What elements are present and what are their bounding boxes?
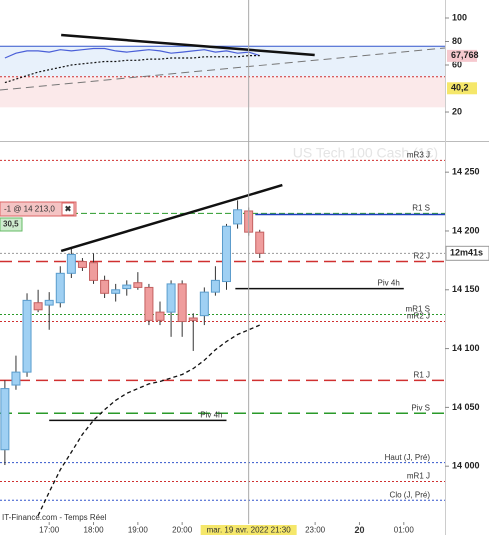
crosshair-label: mar. 19 avr. 2022 21:30 (207, 526, 292, 535)
candle-body (33, 302, 43, 311)
osc-line (4, 47, 260, 59)
y-tick-label: 14 000 (452, 461, 480, 471)
candle-body (89, 262, 99, 281)
y-tick-label: 14 150 (452, 284, 480, 294)
x-tick-label: 01:00 (394, 526, 415, 535)
y-tick-label: 14 250 (452, 167, 480, 177)
candle-body (133, 282, 143, 288)
candle-body (77, 261, 87, 268)
y-tick-label: 60 (452, 59, 462, 69)
source: IT-Finance.com - Temps Réel (2, 513, 107, 522)
trendline (60, 183, 283, 253)
value-marker-label: 40,2 (451, 83, 469, 93)
candle-body (188, 317, 198, 321)
level-label: mR1 S (406, 305, 430, 314)
level-label: Haut (J, Pré) (385, 453, 431, 462)
candle-body (221, 225, 231, 283)
level-label: mR1 J (407, 472, 430, 481)
x-tick-label: 20 (354, 525, 364, 535)
x-tick-label: 17:00 (39, 526, 60, 535)
level-label: Piv 4h (378, 279, 400, 288)
y-tick-label: 80 (452, 36, 462, 46)
level-label: Clo (J, Pré) (390, 490, 431, 499)
level-label: mR2 J (407, 312, 430, 321)
candle-body (166, 283, 176, 313)
order-close[interactable] (61, 202, 75, 216)
x-tick-label: 20:00 (172, 526, 193, 535)
order-label: -1 @ 14 213,0 (4, 205, 55, 214)
candle-body (100, 279, 110, 294)
x-tick-label: 19:00 (128, 526, 149, 535)
order-close-icon: ✖ (65, 205, 72, 214)
value-marker (447, 49, 477, 62)
y-tick-label: 14 100 (452, 343, 480, 353)
moving-average (37, 324, 260, 516)
level-label: R2 J (414, 252, 430, 261)
crosshair-box (200, 525, 297, 535)
level-label: Piv 4h (200, 410, 222, 419)
pnl-box (0, 217, 23, 232)
trendline (0, 47, 446, 91)
order-box (0, 201, 77, 217)
x-tick-label: 18:00 (84, 526, 105, 535)
candle-body (22, 299, 32, 373)
level-label: R1 J (414, 370, 430, 379)
level-label: Piv S (411, 403, 430, 412)
candle-body (177, 283, 187, 323)
last-price-box (445, 245, 489, 261)
y-tick-label: 20 (452, 106, 462, 116)
candle-body (44, 299, 54, 306)
candle-body (144, 286, 154, 321)
pnl-label: 30,5 (3, 220, 19, 229)
candle-body (122, 284, 132, 290)
last-price-label: 12m41s (450, 248, 483, 258)
candle-body (0, 388, 10, 451)
watermark: US Tech 100 Cash (1€) (293, 145, 438, 161)
value-marker-label: 67,768 (451, 50, 479, 60)
band (0, 76, 445, 108)
candle-body (66, 253, 76, 274)
candle-body (199, 291, 209, 317)
y-tick-label: 14 200 (452, 225, 480, 235)
y-tick-label: 100 (452, 12, 467, 22)
x-tick-label: 23:00 (305, 526, 326, 535)
y-tick-label: 14 050 (452, 402, 480, 412)
candle-body (11, 371, 21, 386)
candle-body (155, 311, 165, 321)
candle-body (111, 289, 121, 294)
candle-body (233, 209, 243, 225)
trendline (61, 33, 315, 57)
level-label: mR3 J (407, 151, 430, 160)
candle-body (255, 231, 265, 254)
value-marker (447, 82, 477, 95)
osc-line (4, 55, 260, 84)
level-label: R1 S (412, 203, 430, 212)
candle-body (55, 272, 65, 304)
candle-body (210, 279, 220, 293)
